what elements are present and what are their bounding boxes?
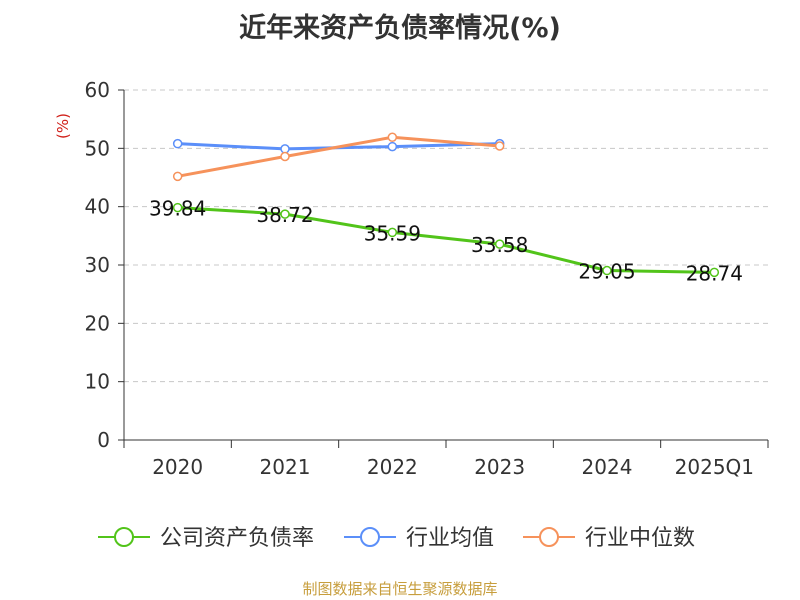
data-point [602, 265, 612, 276]
data-point [172, 171, 183, 182]
data-source-note: 制图数据来自恒生聚源数据库 [302, 580, 498, 598]
legend-label: 公司资产负债率 [160, 526, 314, 551]
series-line-2 [177, 135, 500, 178]
data-point [387, 132, 398, 142]
data-label: 39.84 [149, 197, 206, 221]
y-tick-label: 50 [85, 136, 110, 160]
y-tick-label: 60 [85, 78, 110, 102]
legend-marker [539, 527, 559, 547]
x-tick-label: 2022 [367, 455, 418, 479]
data-label: 33.58 [471, 233, 528, 257]
data-point [172, 138, 183, 149]
data-point [280, 144, 290, 154]
y-axis-label: (%) [54, 113, 72, 139]
y-tick-label: 40 [85, 195, 110, 219]
data-point [280, 209, 290, 219]
legend-marker [360, 527, 380, 547]
y-tick-label: 10 [85, 370, 110, 394]
x-tick-label: 2024 [582, 455, 633, 479]
data-point [494, 141, 505, 151]
x-tick-label: 2021 [260, 455, 311, 479]
x-tick-label: 2023 [474, 455, 525, 479]
legend-label: 行业均值 [406, 526, 494, 551]
x-tick-label: 2025Q1 [675, 455, 754, 479]
x-tick-label: 2020 [152, 455, 203, 479]
chart-title: 近年来资产负债率情况(%) [239, 13, 561, 44]
data-label: 38.72 [256, 203, 313, 227]
data-point [387, 227, 398, 238]
data-label: 28.74 [686, 261, 743, 285]
data-label: 29.05 [578, 260, 635, 284]
data-point [280, 151, 290, 162]
data-point [494, 239, 505, 249]
y-tick-label: 20 [85, 311, 110, 335]
data-point [172, 202, 183, 213]
data-point [709, 267, 720, 278]
y-tick-label: 0 [97, 428, 110, 452]
y-tick-label: 30 [85, 253, 110, 277]
data-point [387, 141, 398, 152]
series-line-0 [177, 206, 715, 274]
data-label: 35.59 [364, 221, 421, 245]
legend-label: 行业中位数 [585, 526, 695, 551]
legend-marker [114, 527, 134, 547]
